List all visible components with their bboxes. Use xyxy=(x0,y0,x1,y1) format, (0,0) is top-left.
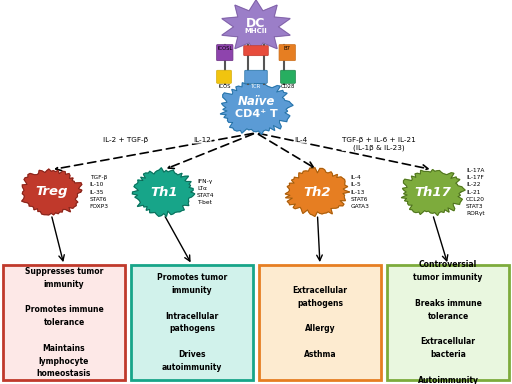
Text: IL-4: IL-4 xyxy=(294,137,308,143)
Polygon shape xyxy=(401,169,465,215)
Text: TGF-β
IL-10
IL-35
STAT6
FOXP3: TGF-β IL-10 IL-35 STAT6 FOXP3 xyxy=(90,175,109,209)
Text: IL-12: IL-12 xyxy=(194,137,211,143)
Text: TCR: TCR xyxy=(251,84,261,89)
Text: Treg: Treg xyxy=(35,185,68,199)
Text: ICOSL: ICOSL xyxy=(217,46,232,51)
FancyBboxPatch shape xyxy=(217,70,231,83)
FancyBboxPatch shape xyxy=(244,46,268,56)
Polygon shape xyxy=(133,168,195,217)
Text: IL-4
IL-5
IL-13
STAT6
GATA3: IL-4 IL-5 IL-13 STAT6 GATA3 xyxy=(351,175,370,209)
Text: Th1: Th1 xyxy=(150,185,178,199)
Text: Th17: Th17 xyxy=(414,185,451,199)
FancyBboxPatch shape xyxy=(279,45,295,61)
Polygon shape xyxy=(220,82,293,134)
Text: IL-2 + TGF-β: IL-2 + TGF-β xyxy=(103,137,148,143)
FancyBboxPatch shape xyxy=(217,45,233,61)
FancyBboxPatch shape xyxy=(387,265,509,380)
Text: IFN-γ
LTα
STAT4
T-bet: IFN-γ LTα STAT4 T-bet xyxy=(197,179,215,205)
Text: B7: B7 xyxy=(284,46,291,51)
FancyBboxPatch shape xyxy=(3,265,125,380)
Text: Extracellular
pathogens

Allergy

Asthma: Extracellular pathogens Allergy Asthma xyxy=(292,286,348,359)
Text: DC: DC xyxy=(246,17,266,30)
Text: Suppresses tumor
immunity

Promotes immune
tolerance

Maintains
lymphocyte
homeo: Suppresses tumor immunity Promotes immun… xyxy=(25,266,103,379)
Text: ICOS: ICOS xyxy=(218,84,230,89)
Text: MHCII: MHCII xyxy=(245,28,267,35)
FancyBboxPatch shape xyxy=(259,265,381,380)
Polygon shape xyxy=(222,0,290,54)
FancyBboxPatch shape xyxy=(131,265,253,380)
Text: Promotes tumor
immunity

Intracellular
pathogens

Drives
autoimmunity: Promotes tumor immunity Intracellular pa… xyxy=(157,273,227,372)
Text: Controversial
tumor immunity

Breaks immune
tolerance

Extracellular
bacteria

A: Controversial tumor immunity Breaks immu… xyxy=(413,260,483,384)
Text: TGF-β + IL-6 + IL-21
(IL-1β & IL-23): TGF-β + IL-6 + IL-21 (IL-1β & IL-23) xyxy=(342,137,416,151)
FancyBboxPatch shape xyxy=(281,70,295,83)
Text: Naïve: Naïve xyxy=(238,95,274,108)
Text: IL-17A
IL-17F
IL-22
IL-21
CCL20
STAT3
RORγt: IL-17A IL-17F IL-22 IL-21 CCL20 STAT3 RO… xyxy=(466,168,485,216)
FancyBboxPatch shape xyxy=(245,70,267,83)
Text: Th2: Th2 xyxy=(304,185,331,199)
Text: CD4⁺ T: CD4⁺ T xyxy=(234,109,278,119)
Polygon shape xyxy=(285,168,349,217)
Text: CD28: CD28 xyxy=(281,84,295,89)
Polygon shape xyxy=(22,169,82,215)
